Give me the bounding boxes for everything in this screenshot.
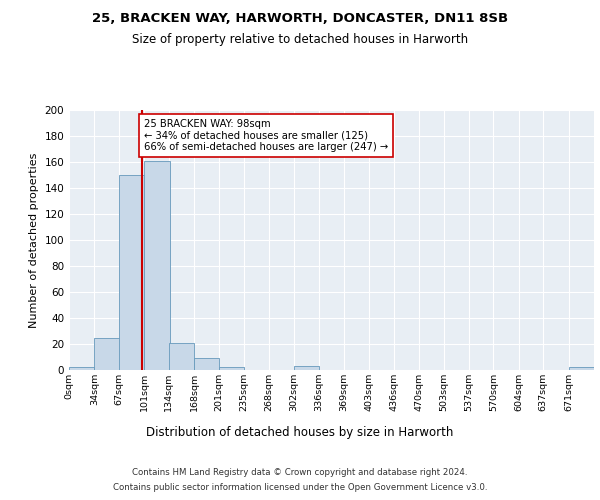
Text: Distribution of detached houses by size in Harworth: Distribution of detached houses by size …: [146, 426, 454, 439]
Text: 25 BRACKEN WAY: 98sqm
← 34% of detached houses are smaller (125)
66% of semi-det: 25 BRACKEN WAY: 98sqm ← 34% of detached …: [144, 119, 388, 152]
Text: Size of property relative to detached houses in Harworth: Size of property relative to detached ho…: [132, 32, 468, 46]
Bar: [69, 368, 94, 370]
Bar: [169, 342, 194, 370]
Bar: [194, 358, 220, 370]
Text: 25, BRACKEN WAY, HARWORTH, DONCASTER, DN11 8SB: 25, BRACKEN WAY, HARWORTH, DONCASTER, DN…: [92, 12, 508, 26]
Text: Contains public sector information licensed under the Open Government Licence v3: Contains public sector information licen…: [113, 483, 487, 492]
Bar: [569, 368, 594, 370]
Bar: [294, 366, 319, 370]
Bar: [94, 338, 119, 370]
Y-axis label: Number of detached properties: Number of detached properties: [29, 152, 39, 328]
Text: Contains HM Land Registry data © Crown copyright and database right 2024.: Contains HM Land Registry data © Crown c…: [132, 468, 468, 477]
Bar: [218, 368, 244, 370]
Bar: [144, 160, 170, 370]
Bar: [119, 175, 144, 370]
